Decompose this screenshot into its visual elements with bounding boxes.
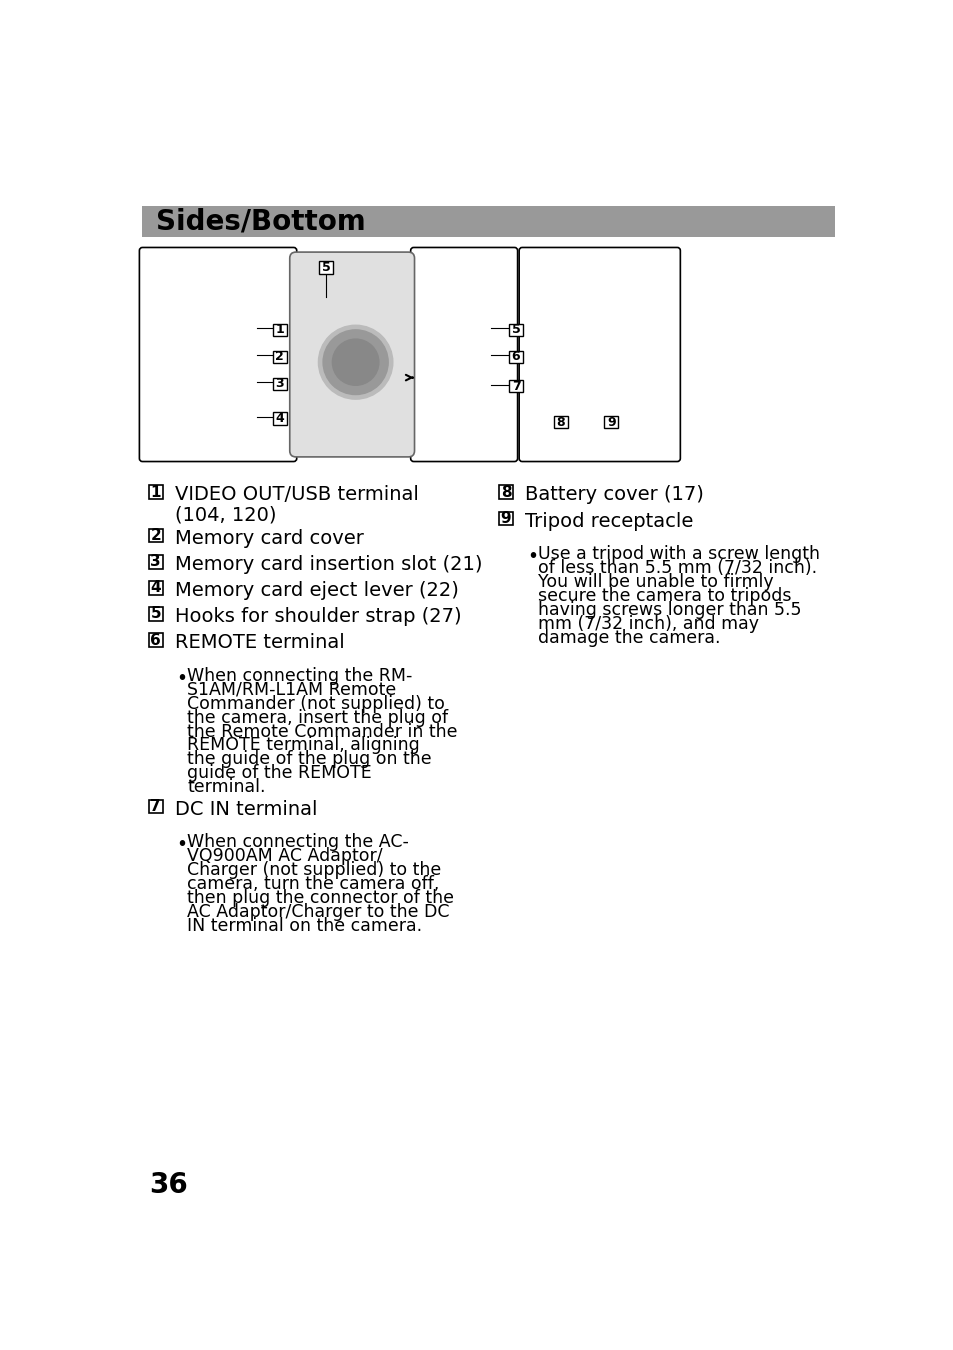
FancyBboxPatch shape <box>273 412 286 424</box>
Circle shape <box>318 325 393 400</box>
Circle shape <box>323 329 388 394</box>
Text: Charger (not supplied) to the: Charger (not supplied) to the <box>187 861 441 879</box>
Circle shape <box>332 339 378 385</box>
Text: 2: 2 <box>151 528 161 543</box>
FancyBboxPatch shape <box>554 416 567 428</box>
Text: •: • <box>176 668 188 687</box>
Text: having screws longer than 5.5: having screws longer than 5.5 <box>537 601 801 618</box>
Text: S1AM/RM-L1AM Remote: S1AM/RM-L1AM Remote <box>187 680 396 699</box>
Text: 9: 9 <box>606 416 615 429</box>
Text: 9: 9 <box>500 512 511 526</box>
Bar <box>149 633 162 647</box>
Text: 8: 8 <box>557 416 565 429</box>
Text: 4: 4 <box>151 580 161 595</box>
Text: 7: 7 <box>511 379 520 393</box>
Text: 3: 3 <box>275 377 284 390</box>
Text: Memory card insertion slot (21): Memory card insertion slot (21) <box>174 555 482 574</box>
FancyBboxPatch shape <box>509 379 522 393</box>
FancyBboxPatch shape <box>139 247 296 462</box>
Bar <box>149 608 162 621</box>
Text: 6: 6 <box>151 633 161 648</box>
FancyBboxPatch shape <box>509 351 522 363</box>
Text: 4: 4 <box>275 412 284 425</box>
Text: Tripod receptacle: Tripod receptacle <box>525 512 693 531</box>
FancyBboxPatch shape <box>518 247 679 462</box>
Text: Hooks for shoulder strap (27): Hooks for shoulder strap (27) <box>174 608 461 626</box>
Text: secure the camera to tripods: secure the camera to tripods <box>537 587 790 605</box>
Text: Memory card cover: Memory card cover <box>174 528 363 548</box>
Text: IN terminal on the camera.: IN terminal on the camera. <box>187 917 422 934</box>
FancyBboxPatch shape <box>273 378 286 390</box>
Bar <box>149 528 162 543</box>
Text: guide of the REMOTE: guide of the REMOTE <box>187 764 372 782</box>
Text: 7: 7 <box>151 799 161 814</box>
Text: •: • <box>526 547 537 566</box>
Text: DC IN terminal: DC IN terminal <box>174 799 317 818</box>
Bar <box>149 580 162 595</box>
Bar <box>149 486 162 500</box>
Text: VQ900AM AC Adaptor/: VQ900AM AC Adaptor/ <box>187 848 383 865</box>
Text: camera, turn the camera off,: camera, turn the camera off, <box>187 875 439 892</box>
Text: REMOTE terminal, aligning: REMOTE terminal, aligning <box>187 736 419 755</box>
Text: damage the camera.: damage the camera. <box>537 629 720 647</box>
Text: the Remote Commander in the: the Remote Commander in the <box>187 722 457 741</box>
Text: 2: 2 <box>275 350 284 363</box>
FancyBboxPatch shape <box>604 416 618 428</box>
Text: Use a tripod with a screw length: Use a tripod with a screw length <box>537 545 819 563</box>
FancyBboxPatch shape <box>410 247 517 462</box>
Text: 1: 1 <box>275 324 284 336</box>
Text: 8: 8 <box>500 485 511 500</box>
Text: 3: 3 <box>151 554 161 570</box>
Text: 5: 5 <box>321 261 330 274</box>
Text: of less than 5.5 mm (7/32 inch).: of less than 5.5 mm (7/32 inch). <box>537 559 816 578</box>
FancyBboxPatch shape <box>273 324 286 336</box>
Text: mm (7/32 inch), and may: mm (7/32 inch), and may <box>537 614 758 633</box>
Bar <box>149 799 162 814</box>
Text: the guide of the plug on the: the guide of the plug on the <box>187 751 432 768</box>
Text: Memory card eject lever (22): Memory card eject lever (22) <box>174 580 458 599</box>
Text: (104, 120): (104, 120) <box>174 505 276 524</box>
Bar <box>142 207 835 236</box>
Bar <box>498 512 513 525</box>
FancyBboxPatch shape <box>319 262 333 274</box>
FancyBboxPatch shape <box>273 351 286 363</box>
Text: 6: 6 <box>511 350 519 363</box>
Text: 1: 1 <box>151 485 161 500</box>
Text: 36: 36 <box>149 1170 187 1199</box>
Text: terminal.: terminal. <box>187 778 266 796</box>
FancyBboxPatch shape <box>509 324 522 336</box>
Text: the camera, insert the plug of: the camera, insert the plug of <box>187 709 448 726</box>
Text: You will be unable to firmly: You will be unable to firmly <box>537 574 773 591</box>
Text: 5: 5 <box>151 606 161 621</box>
Text: then plug the connector of the: then plug the connector of the <box>187 888 454 907</box>
Text: When connecting the AC-: When connecting the AC- <box>187 833 409 852</box>
Text: When connecting the RM-: When connecting the RM- <box>187 667 413 684</box>
Text: Commander (not supplied) to: Commander (not supplied) to <box>187 695 445 713</box>
Bar <box>498 486 513 500</box>
Text: Battery cover (17): Battery cover (17) <box>525 486 703 505</box>
FancyBboxPatch shape <box>290 252 415 456</box>
Text: REMOTE terminal: REMOTE terminal <box>174 633 344 652</box>
Text: AC Adaptor/Charger to the DC: AC Adaptor/Charger to the DC <box>187 903 450 921</box>
Text: •: • <box>176 836 188 855</box>
Bar <box>149 555 162 568</box>
Text: Sides/Bottom: Sides/Bottom <box>156 208 366 235</box>
Text: VIDEO OUT/USB terminal: VIDEO OUT/USB terminal <box>174 486 418 505</box>
Text: 5: 5 <box>511 324 520 336</box>
